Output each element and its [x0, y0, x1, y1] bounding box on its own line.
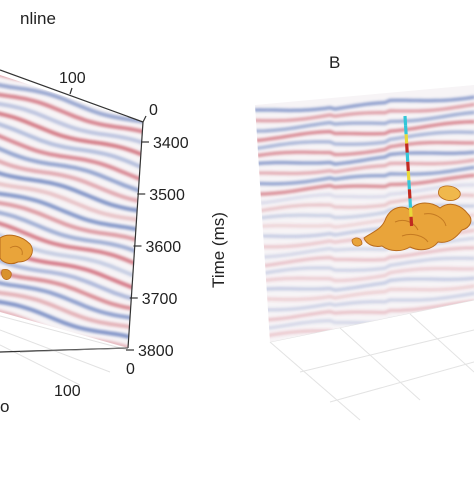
- panel-b-geobody: [351, 185, 472, 252]
- reflector-line: [0, 299, 143, 346]
- reflector-line: [255, 203, 474, 222]
- time-axis-tick-labels: 3400 3500 3600 3700 3800: [138, 135, 189, 360]
- reflector-line: [0, 132, 143, 185]
- time-tick-label: 3700: [142, 291, 178, 308]
- well-segment: [405, 143, 409, 153]
- reflector-line: [0, 268, 143, 314]
- reflector-line: [255, 95, 474, 113]
- inline-tick-100: 100: [59, 70, 86, 87]
- well-segment: [407, 189, 412, 199]
- well-segment: [403, 125, 408, 135]
- panel-a-frame: [0, 69, 144, 353]
- panel-a-section-face: [0, 75, 143, 348]
- reflector-line: [255, 110, 474, 133]
- bottom-tick-100: 100: [54, 383, 81, 400]
- panel-a-geobody: [0, 234, 33, 280]
- panel-a-corner-label: o: [0, 397, 9, 416]
- reflector-line: [0, 121, 143, 173]
- reflector-line: [255, 183, 474, 206]
- well-segment: [406, 170, 411, 181]
- panel-a: [0, 69, 149, 386]
- well-segment: [405, 152, 410, 162]
- reflector-line: [255, 173, 474, 196]
- reflector-line: [255, 165, 474, 186]
- reflector-line: [0, 101, 143, 148]
- top-axis-ticks: [69, 87, 147, 123]
- time-tick-label: 3400: [153, 135, 189, 152]
- well-trajectory: [403, 115, 414, 227]
- reflector-line: [255, 120, 474, 143]
- time-tick-label: 3600: [146, 239, 182, 256]
- reflector-line: [0, 169, 143, 215]
- panel-b-label: B: [329, 53, 340, 72]
- bottom-tick-0: 0: [126, 361, 135, 378]
- well-segment: [409, 216, 414, 227]
- reflector-line: [255, 246, 474, 269]
- reflector-line: [0, 220, 143, 272]
- well-segment: [406, 161, 410, 172]
- reflector-line: [255, 140, 474, 159]
- inline-tick-0: 0: [149, 102, 158, 119]
- reflector-line: [255, 158, 474, 176]
- reflector-line: [0, 157, 143, 205]
- panel-a-header: nline: [20, 9, 56, 28]
- reflector-line: [0, 92, 143, 136]
- panel-a-seismic-reflectors: [0, 75, 143, 348]
- reflector-line: [255, 150, 474, 167]
- reflector-line: [255, 299, 474, 322]
- well-segment: [404, 134, 409, 144]
- well-segment: [403, 115, 408, 126]
- reflector-line: [0, 289, 143, 334]
- reflector-line: [255, 193, 474, 215]
- reflector-line: [255, 256, 474, 278]
- well-segment: [407, 180, 411, 190]
- reflector-line: [0, 200, 143, 247]
- reflector-line: [255, 291, 474, 312]
- time-tick-label: 3800: [138, 343, 174, 360]
- panel-b: [255, 85, 474, 421]
- reflector-line: [0, 81, 143, 125]
- time-axis-ticks: [126, 141, 149, 351]
- reflector-line: [0, 256, 143, 304]
- well-segment: [408, 207, 413, 217]
- reflector-line: [0, 110, 143, 160]
- reflector-line: [0, 279, 143, 323]
- time-axis-label: Time (ms): [209, 212, 228, 288]
- well-segment: [408, 198, 413, 208]
- reflector-line: [255, 284, 474, 302]
- time-tick-label: 3500: [149, 187, 185, 204]
- reflector-line: [0, 190, 143, 235]
- reflector-line: [0, 145, 143, 196]
- reflector-line: [255, 102, 474, 123]
- reflector-line: [255, 276, 474, 292]
- reflector-line: [0, 209, 143, 259]
- reflector-line: [255, 266, 474, 285]
- reflector-line: [0, 180, 143, 224]
- reflector-line: [255, 130, 474, 152]
